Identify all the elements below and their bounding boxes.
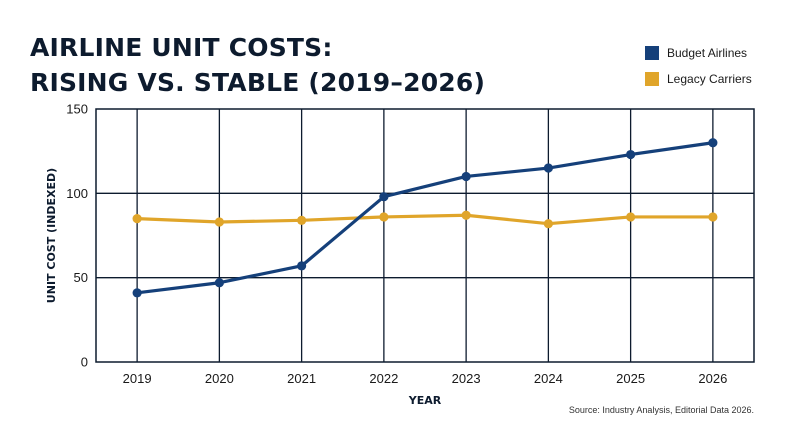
data-point-budget-airlines-2024 [543, 163, 553, 173]
data-point-legacy-carriers-2019 [132, 214, 142, 224]
legend-swatch-legacy [645, 72, 659, 86]
data-point-budget-airlines-2026 [708, 138, 718, 148]
x-tick-label-2024: 2024 [534, 371, 563, 386]
legend-swatch-budget [645, 46, 659, 60]
legend-label-legacy: Legacy Carriers [667, 72, 752, 86]
x-tick-label-2025: 2025 [616, 371, 645, 386]
series-line-budget-airlines [135, 141, 715, 295]
chart-title-line-2: RISING VS. STABLE (2019–2026) [30, 68, 486, 97]
series-line-legacy-carriers [135, 213, 715, 226]
y-tick-label-150: 150 [66, 102, 88, 117]
data-point-budget-airlines-2023 [461, 171, 471, 182]
data-point-legacy-carriers-2021 [297, 215, 307, 225]
x-tick-label-2020: 2020 [205, 371, 234, 386]
data-point-legacy-carriers-2026 [708, 212, 718, 222]
data-point-legacy-carriers-2022 [379, 212, 389, 222]
y-tick-label-50: 50 [74, 270, 88, 285]
data-point-budget-airlines-2025 [626, 149, 636, 160]
chart-title: AIRLINE UNIT COSTS: RISING VS. STABLE (2… [30, 30, 485, 100]
legend-item-legacy: Legacy Carriers [645, 71, 752, 87]
data-point-legacy-carriers-2024 [543, 219, 553, 229]
data-point-budget-airlines-2021 [297, 261, 307, 271]
x-axis-title: YEAR [408, 394, 442, 407]
x-tick-label-2023: 2023 [452, 371, 481, 386]
data-point-budget-airlines-2022 [379, 192, 389, 202]
chart-title-line-1: AIRLINE UNIT COSTS: [30, 33, 333, 62]
data-point-legacy-carriers-2020 [214, 217, 224, 227]
data-point-legacy-carriers-2025 [626, 212, 636, 222]
y-tick-label-100: 100 [66, 186, 88, 201]
x-tick-label-2019: 2019 [123, 371, 152, 386]
source-note: Source: Industry Analysis, Editorial Dat… [568, 405, 754, 415]
legend-label-budget: Budget Airlines [667, 46, 748, 60]
y-axis-title: UNIT COST (INDEXED) [45, 168, 58, 303]
legend-item-budget: Budget Airlines [645, 45, 752, 61]
x-tick-label-2021: 2021 [287, 371, 316, 386]
data-point-legacy-carriers-2023 [461, 210, 471, 220]
x-tick-label-2026: 2026 [698, 371, 727, 386]
legend: Budget Airlines Legacy Carriers [645, 45, 752, 97]
plot-frame [95, 108, 755, 363]
data-point-budget-airlines-2019 [132, 288, 142, 298]
data-point-budget-airlines-2020 [214, 278, 224, 288]
y-tick-label-0: 0 [81, 355, 88, 370]
x-tick-label-2022: 2022 [369, 371, 398, 386]
